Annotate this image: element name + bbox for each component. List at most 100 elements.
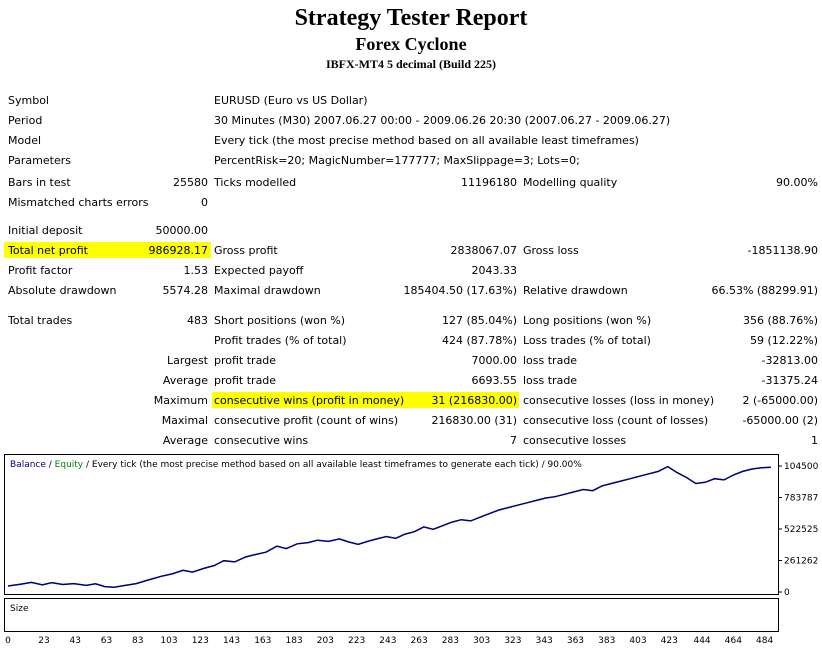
y-tick-label: 0 — [784, 588, 790, 598]
chart-legend-text: Balance / Equity / Every tick (the most … — [10, 460, 582, 470]
x-tick-label: 83 — [132, 636, 143, 646]
ticks-modelled-value: 11196180 — [461, 176, 517, 189]
maximal-label: Maximal — [161, 414, 208, 427]
average-profit-value: 6693.55 — [471, 374, 518, 387]
parameters-value: PercentRisk=20; MagicNumber=177777; MaxS… — [214, 154, 580, 167]
modelling-quality-label: Modelling quality — [523, 176, 618, 189]
bars-in-test-value: 25580 — [173, 176, 208, 189]
profit-trades-value: 424 (87.78%) — [441, 334, 517, 347]
profit-factor-value: 1.53 — [183, 264, 209, 277]
main-plot-frame — [4, 454, 779, 595]
legend-balance: Balance — [10, 460, 46, 470]
maximum-label: Maximum — [153, 394, 208, 407]
chart-legend: Balance / Equity / Every tick (the most … — [10, 460, 582, 470]
short-positions-value: 127 (85.04%) — [441, 314, 517, 327]
report-title: Strategy Tester Report — [294, 5, 528, 31]
gross-loss-value: -1851138.90 — [747, 244, 818, 257]
maximal-drawdown-label: Maximal drawdown — [214, 284, 321, 297]
profit-factor-label: Profit factor — [8, 264, 73, 277]
legend-description: / Every tick (the most precise method ba… — [83, 460, 582, 470]
total-trades-value: 483 — [187, 314, 208, 327]
x-tick-label: 163 — [254, 636, 271, 646]
maximal-consec-profit-value: 216830.00 (31) — [431, 414, 517, 427]
maximal-drawdown-value: 185404.50 (17.63%) — [403, 284, 517, 297]
x-tick-label: 343 — [536, 636, 553, 646]
x-tick-label: 403 — [629, 636, 646, 646]
legend-equity: Equity — [55, 460, 84, 470]
x-tick-label: 143 — [223, 636, 240, 646]
net-profit-highlight — [4, 242, 211, 258]
long-positions-label: Long positions (won %) — [523, 314, 652, 327]
average-loss-value: -31375.24 — [761, 374, 818, 387]
max-consec-losses-label: consecutive losses (loss in money) — [523, 394, 715, 407]
average-label: Average — [162, 374, 208, 387]
expected-payoff-value: 2043.33 — [471, 264, 518, 277]
x-tick-label: 363 — [567, 636, 584, 646]
avg-consec-wins-value: 7 — [510, 434, 517, 447]
maximal-consec-loss-label: consecutive loss (count of losses) — [523, 414, 709, 427]
balance-chart: Balance / Equity / Every tick (the most … — [4, 452, 818, 646]
largest-loss-value: -32813.00 — [761, 354, 818, 367]
x-tick-label: 323 — [504, 636, 521, 646]
bars-in-test-label: Bars in test — [8, 176, 71, 189]
relative-drawdown-value: 66.53% (88299.91) — [711, 284, 818, 297]
mismatched-value: 0 — [201, 196, 208, 209]
x-tick-label: 383 — [598, 636, 615, 646]
x-tick-label: 63 — [101, 636, 112, 646]
modelling-quality-value: 90.00% — [776, 176, 818, 189]
symbol-value: EURUSD (Euro vs US Dollar) — [214, 94, 368, 107]
loss-trades-value: 59 (12.22%) — [749, 334, 818, 347]
parameters-label: Parameters — [8, 154, 71, 167]
largest-label: Largest — [167, 354, 208, 367]
x-tick-label: 444 — [693, 636, 710, 646]
legend-separator: / — [46, 460, 55, 470]
total-net-profit-label: Total net profit — [8, 244, 88, 257]
initial-deposit-value: 50000.00 — [155, 224, 209, 237]
x-tick-label: 103 — [160, 636, 177, 646]
server-build: IBFX-MT4 5 decimal (Build 225) — [326, 57, 496, 71]
x-tick-label: 464 — [725, 636, 742, 646]
avg-consec-losses-label: consecutive losses — [523, 434, 627, 447]
symbol-label: Symbol — [8, 94, 49, 107]
maximal-consec-profit-label: consecutive profit (count of wins) — [214, 414, 399, 427]
x-tick-label: 183 — [285, 636, 302, 646]
expert-name: Forex Cyclone — [355, 34, 467, 54]
largest-loss-label: loss trade — [523, 354, 578, 367]
consec-wins-highlight — [212, 392, 519, 408]
initial-deposit-label: Initial deposit — [8, 224, 83, 237]
maximal-consec-loss-value: -65000.00 (2) — [742, 414, 818, 427]
period-value: 30 Minutes (M30) 2007.06.27 00:00 - 2009… — [214, 114, 671, 127]
x-tick-label: 484 — [756, 636, 773, 646]
max-consec-losses-value: 2 (-65000.00) — [742, 394, 818, 407]
avg-consec-losses-value: 1 — [811, 434, 818, 447]
average-loss-label: loss trade — [523, 374, 578, 387]
average-profit-label: profit trade — [214, 374, 277, 387]
x-tick-label: 0 — [5, 636, 11, 646]
period-label: Period — [8, 114, 43, 127]
largest-profit-label: profit trade — [214, 354, 277, 367]
total-trades-label: Total trades — [8, 314, 73, 327]
gross-profit-value: 2838067.07 — [450, 244, 517, 257]
max-consec-wins-label: consecutive wins (profit in money) — [214, 394, 405, 407]
model-label: Model — [8, 134, 42, 147]
absolute-drawdown-label: Absolute drawdown — [8, 284, 117, 297]
avg-consec-label: Average — [162, 434, 208, 447]
x-tick-label: 43 — [69, 636, 80, 646]
ticks-modelled-label: Ticks modelled — [214, 176, 297, 189]
y-tick-label: 522525 — [784, 525, 818, 535]
x-tick-label: 223 — [348, 636, 365, 646]
balance-chart-svg: Balance / Equity / Every tick (the most … — [4, 454, 818, 646]
x-tick-label: 243 — [379, 636, 396, 646]
model-value: Every tick (the most precise method base… — [214, 134, 639, 147]
x-tick-label: 283 — [442, 636, 459, 646]
y-tick-label: 1045000 — [784, 462, 818, 472]
total-net-profit-value: 986928.17 — [148, 244, 209, 257]
gross-loss-label: Gross loss — [523, 244, 579, 257]
expected-payoff-label: Expected payoff — [214, 264, 304, 277]
balance-line — [7, 465, 771, 588]
y-tick-label: 261262 — [784, 556, 818, 566]
size-plot-frame — [4, 598, 779, 632]
gross-profit-label: Gross profit — [214, 244, 278, 257]
loss-trades-label: Loss trades (% of total) — [523, 334, 651, 347]
x-tick-label: 203 — [317, 636, 334, 646]
